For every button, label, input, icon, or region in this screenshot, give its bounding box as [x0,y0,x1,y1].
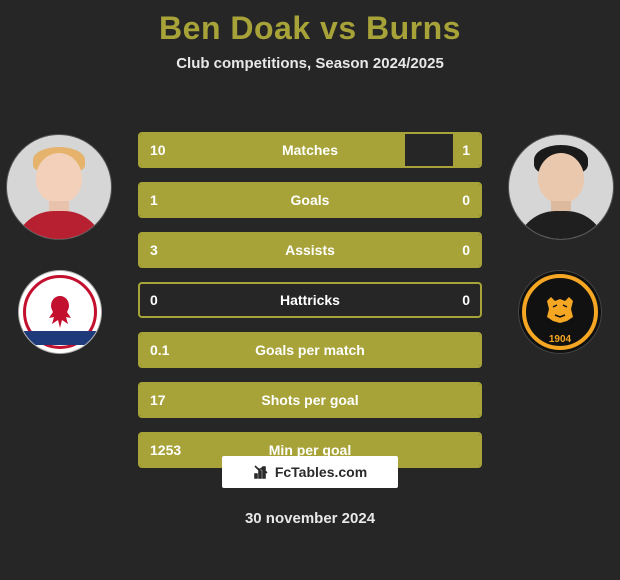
club-right-badge: 1904 [518,270,602,354]
page-title: Ben Doak vs Burns [0,10,620,47]
stat-value-right: 0 [462,242,470,258]
stat-label: Shots per goal [140,392,480,408]
club-left-badge [18,270,102,354]
badge-band [19,331,101,345]
shoulders-shape [14,211,104,240]
comparison-card: Ben Doak vs Burns Club competitions, Sea… [0,10,620,580]
stat-label: Goals per match [140,342,480,358]
stat-row: 0Hattricks0 [138,282,482,318]
date-text: 30 november 2024 [0,510,620,527]
stat-row: 1Goals0 [138,182,482,218]
stat-row: 17Shots per goal [138,382,482,418]
stat-row: 3Assists0 [138,232,482,268]
head-shape [538,153,584,203]
stat-label: Hattricks [140,292,480,308]
shoulders-shape [516,211,606,240]
stat-value-right: 0 [462,292,470,308]
stat-value-right: 1 [462,142,470,158]
head-shape [36,153,82,203]
stat-label: Goals [140,192,480,208]
stat-label: Assists [140,242,480,258]
subtitle: Club competitions, Season 2024/2025 [0,55,620,72]
chart-icon [253,463,271,481]
lion-icon [45,294,75,330]
stat-row: 0.1Goals per match [138,332,482,368]
stats-container: 10Matches11Goals03Assists00Hattricks00.1… [138,132,482,482]
player-right-portrait [508,134,614,240]
stat-label: Matches [140,142,480,158]
tiger-icon [543,295,577,325]
watermark-text: FcTables.com [275,464,367,480]
stat-label: Min per goal [140,442,480,458]
stat-row: 10Matches1 [138,132,482,168]
player-left-portrait [6,134,112,240]
watermark[interactable]: FcTables.com [222,456,398,488]
badge-year: 1904 [519,334,601,345]
stat-value-right: 0 [462,192,470,208]
